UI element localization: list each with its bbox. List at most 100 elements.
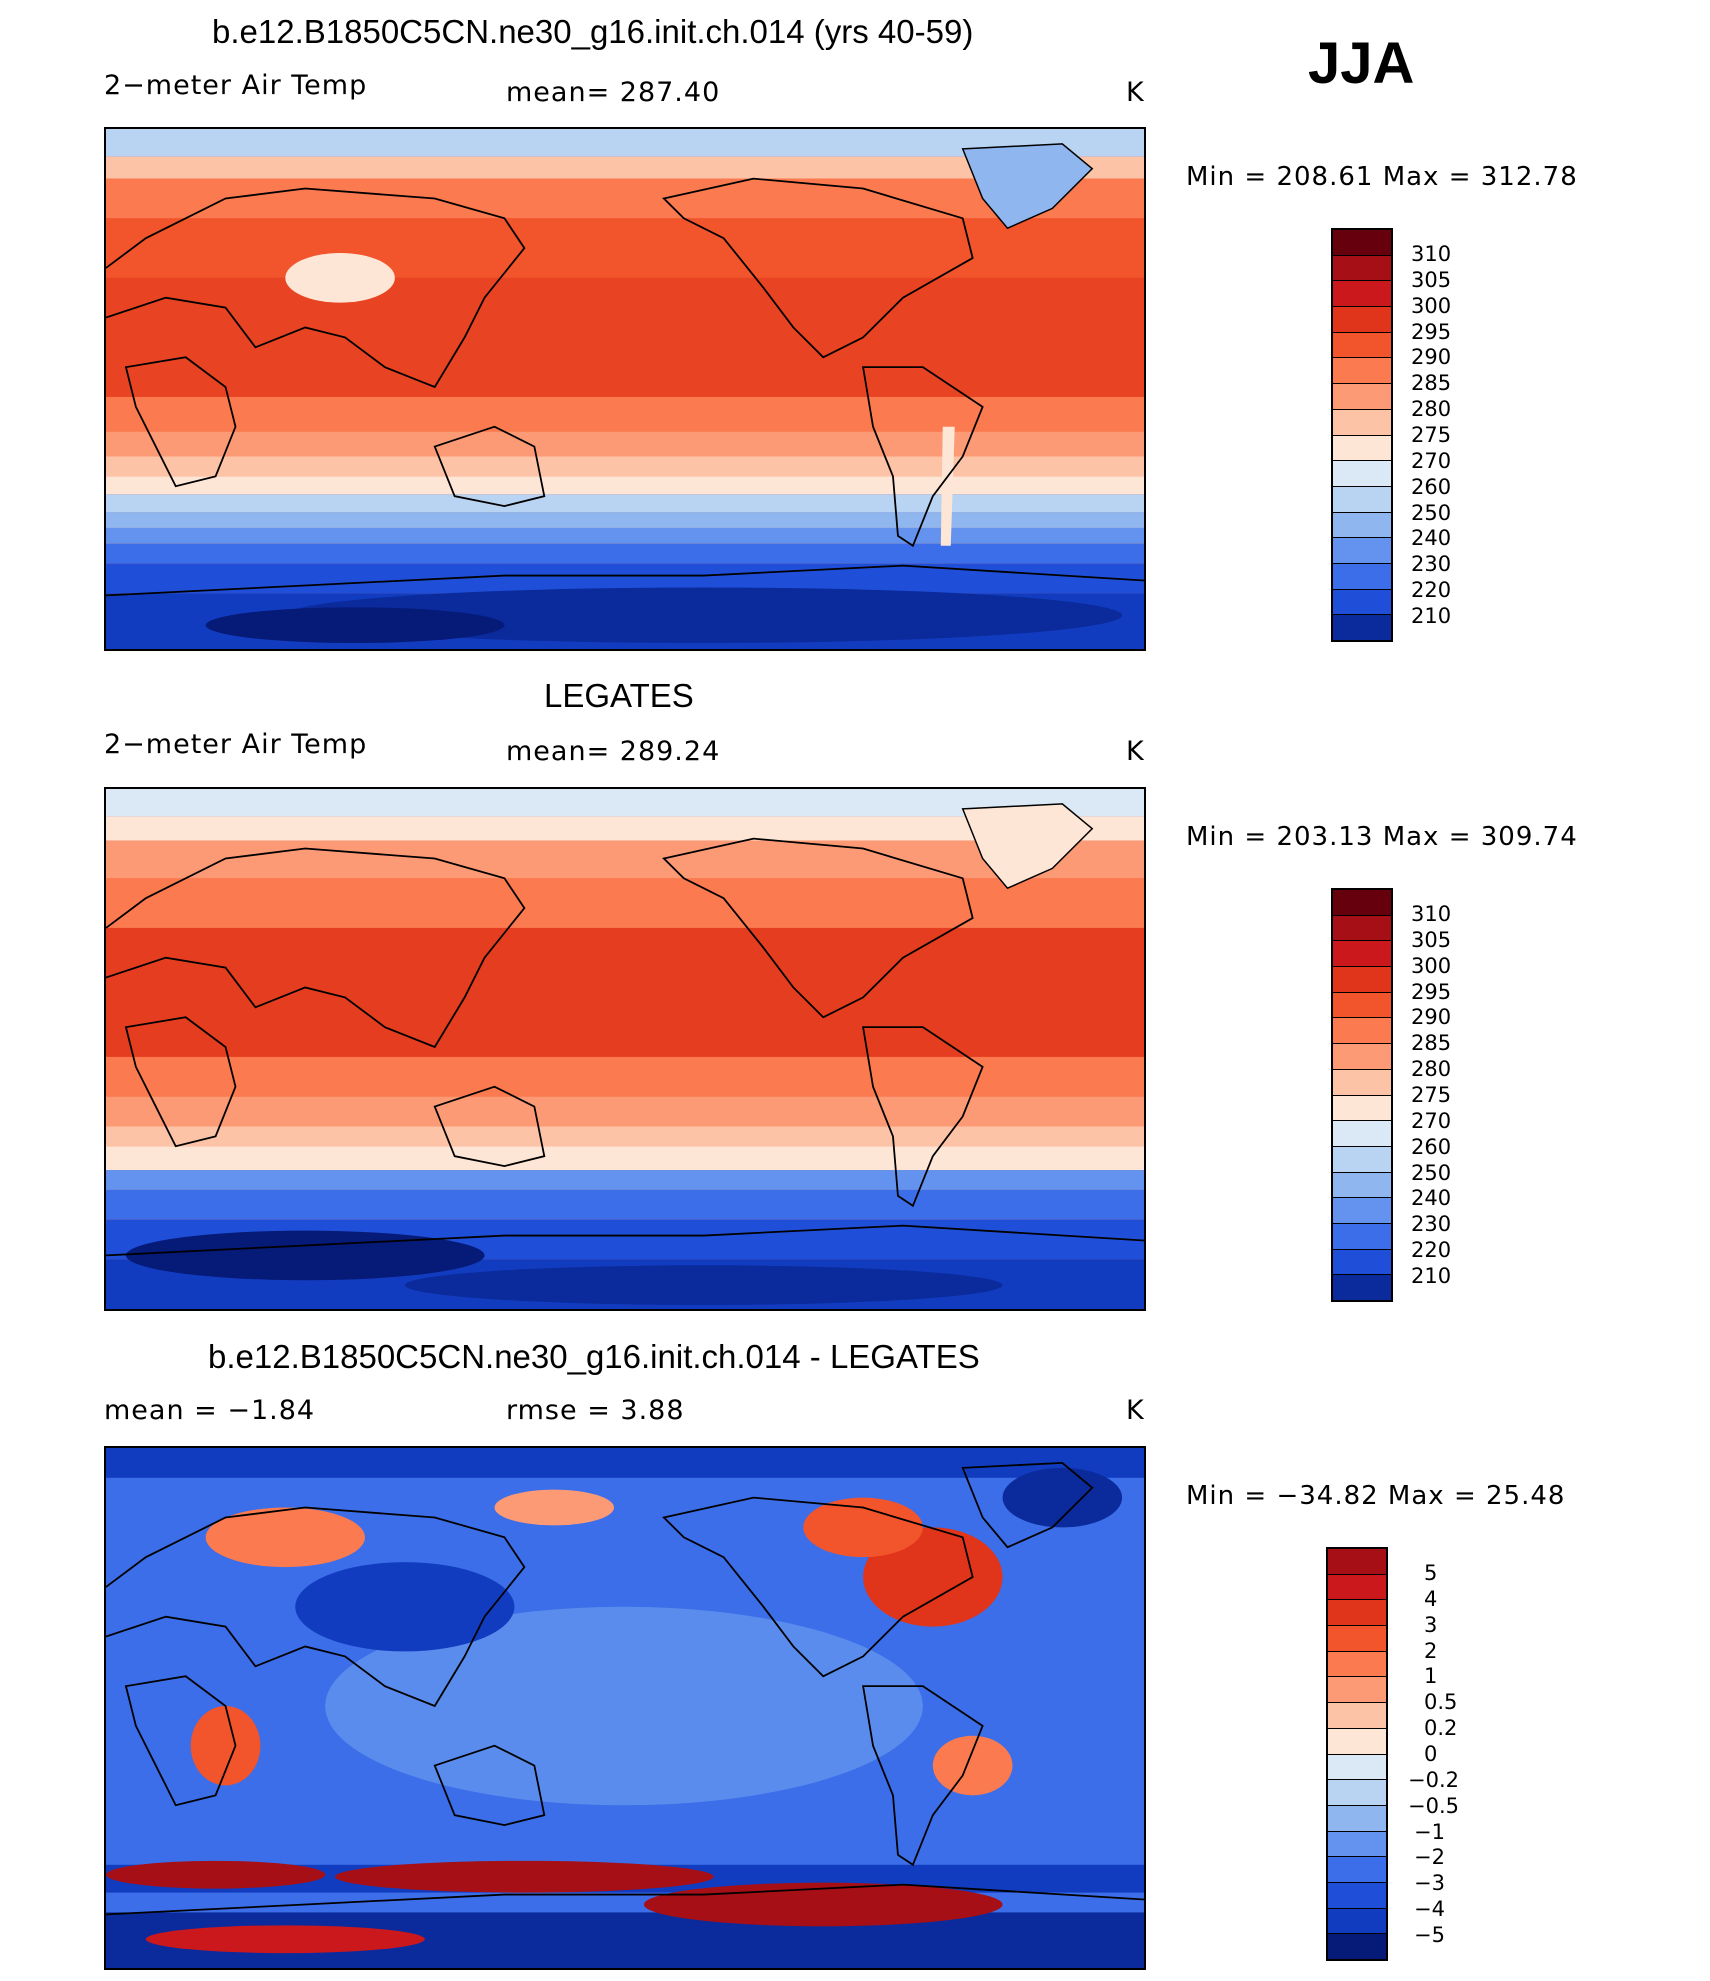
colorbar-label: 210 — [1411, 604, 1452, 628]
colorbar-swatch — [1333, 461, 1391, 487]
panel-2-title: LEGATES — [544, 677, 694, 714]
colorbar-label: −5 — [1414, 1923, 1445, 1947]
colorbar-label: 220 — [1411, 578, 1452, 602]
colorbar-label: 5 — [1424, 1561, 1438, 1585]
colorbar-swatch — [1333, 967, 1391, 993]
colorbar-swatch — [1333, 1172, 1391, 1199]
colorbar-swatch — [1328, 1805, 1386, 1832]
colorbar-label: 0.2 — [1424, 1716, 1458, 1740]
panel-2-colorbar-labels: 310 305 300 295 290 285 280 275 270 260 … — [1411, 888, 1491, 1302]
colorbar-label: 300 — [1411, 294, 1452, 318]
colorbar-label: 285 — [1411, 371, 1452, 395]
colorbar-label: 280 — [1411, 1057, 1452, 1081]
panel-2-variable-label: 2−meter Air Temp — [104, 729, 368, 760]
panel-1-variable-label: 2−meter Air Temp — [104, 70, 368, 101]
colorbar-label: 285 — [1411, 1031, 1452, 1055]
colorbar-label: −4 — [1414, 1897, 1445, 1921]
colorbar-label: 310 — [1411, 242, 1452, 266]
colorbar-swatch — [1328, 1882, 1386, 1909]
colorbar-swatch — [1333, 332, 1391, 359]
colorbar-label: 295 — [1411, 320, 1452, 344]
colorbar-label: 260 — [1411, 475, 1452, 499]
colorbar-swatch — [1333, 1198, 1391, 1224]
colorbar-label: 230 — [1411, 552, 1452, 576]
colorbar-swatch — [1328, 1754, 1386, 1781]
colorbar-swatch — [1333, 255, 1391, 282]
colorbar-swatch — [1333, 941, 1391, 968]
colorbar-swatch — [1328, 1600, 1386, 1627]
colorbar-label: 310 — [1411, 902, 1452, 926]
colorbar-label: −1 — [1414, 1820, 1445, 1844]
colorbar-swatch — [1328, 1574, 1386, 1601]
colorbar-label: 250 — [1411, 1161, 1452, 1185]
colorbar-swatch — [1328, 1677, 1386, 1704]
panel-1-mean-label: mean= 287.40 — [506, 77, 721, 108]
colorbar-swatch — [1333, 890, 1391, 916]
colorbar-label: −0.5 — [1408, 1794, 1459, 1818]
colorbar-swatch — [1328, 1908, 1386, 1935]
colorbar-swatch — [1333, 230, 1391, 256]
colorbar-swatch — [1333, 1069, 1391, 1096]
colorbar-swatch — [1328, 1857, 1386, 1883]
colorbar-label: 275 — [1411, 1083, 1452, 1107]
colorbar-label: 305 — [1411, 268, 1452, 292]
colorbar-swatch — [1333, 1044, 1391, 1070]
colorbar-label: −0.2 — [1408, 1768, 1459, 1792]
colorbar-label: 290 — [1411, 1005, 1452, 1029]
panel-2-map — [104, 787, 1146, 1311]
colorbar-swatch — [1328, 1549, 1386, 1575]
colorbar-label: 230 — [1411, 1212, 1452, 1236]
colorbar-label: 290 — [1411, 345, 1452, 369]
panel-1-title: b.e12.B1850C5CN.ne30_g16.init.ch.014 (yr… — [212, 13, 974, 50]
panel-3-difference-field — [106, 1448, 1144, 1968]
panel-3-map — [104, 1446, 1146, 1970]
colorbar-swatch — [1333, 358, 1391, 385]
colorbar-swatch — [1333, 435, 1391, 462]
colorbar-swatch — [1333, 281, 1391, 308]
colorbar-swatch — [1333, 1249, 1391, 1276]
panel-2-mean-label: mean= 289.24 — [506, 736, 721, 767]
panel-3-minmax: Min = −34.82 Max = 25.48 — [1186, 1481, 1566, 1511]
colorbar-label: −2 — [1414, 1845, 1445, 1869]
panel-3-colorbar-labels: 5 4 3 2 1 0.5 0.2 0 −0.2 −0.5 −1 −2 −3 −… — [1404, 1547, 1494, 1961]
colorbar-label: 0 — [1424, 1742, 1438, 1766]
colorbar-swatch — [1333, 563, 1391, 590]
colorbar-swatch — [1333, 1223, 1391, 1250]
colorbar-swatch — [1333, 1095, 1391, 1122]
colorbar-label: 3 — [1424, 1613, 1438, 1637]
panel-1-map — [104, 127, 1146, 651]
panel-1-temperature-field — [106, 129, 1144, 649]
panel-1-colorbar — [1331, 228, 1393, 642]
colorbar-swatch — [1333, 307, 1391, 333]
colorbar-swatch — [1328, 1651, 1386, 1678]
colorbar-label: 1 — [1424, 1664, 1438, 1688]
colorbar-swatch — [1333, 589, 1391, 616]
colorbar-label: 240 — [1411, 526, 1452, 550]
colorbar-swatch — [1333, 1275, 1391, 1300]
colorbar-swatch — [1333, 992, 1391, 1019]
colorbar-swatch — [1328, 1780, 1386, 1806]
panel-3-units-label: K — [1126, 1395, 1145, 1426]
colorbar-label: 250 — [1411, 501, 1452, 525]
colorbar-swatch — [1328, 1934, 1386, 1959]
season-label: JJA — [1308, 31, 1415, 96]
colorbar-swatch — [1328, 1703, 1386, 1729]
colorbar-label: 275 — [1411, 423, 1452, 447]
colorbar-swatch — [1333, 1121, 1391, 1147]
colorbar-swatch — [1333, 538, 1391, 564]
panel-2-colorbar — [1331, 888, 1393, 1302]
colorbar-label: 4 — [1424, 1587, 1438, 1611]
panel-3-colorbar — [1326, 1547, 1388, 1961]
colorbar-label: 2 — [1424, 1639, 1438, 1663]
colorbar-swatch — [1328, 1728, 1386, 1755]
panel-2-units-label: K — [1126, 736, 1145, 767]
panel-2-temperature-field — [106, 789, 1144, 1309]
colorbar-label: 305 — [1411, 928, 1452, 952]
colorbar-label: 295 — [1411, 980, 1452, 1004]
colorbar-swatch — [1333, 615, 1391, 640]
colorbar-swatch — [1333, 1146, 1391, 1173]
panel-1-minmax: Min = 208.61 Max = 312.78 — [1186, 162, 1578, 192]
colorbar-label: 300 — [1411, 954, 1452, 978]
panel-3-mean-label: mean = −1.84 — [104, 1395, 316, 1426]
colorbar-label: 220 — [1411, 1238, 1452, 1262]
